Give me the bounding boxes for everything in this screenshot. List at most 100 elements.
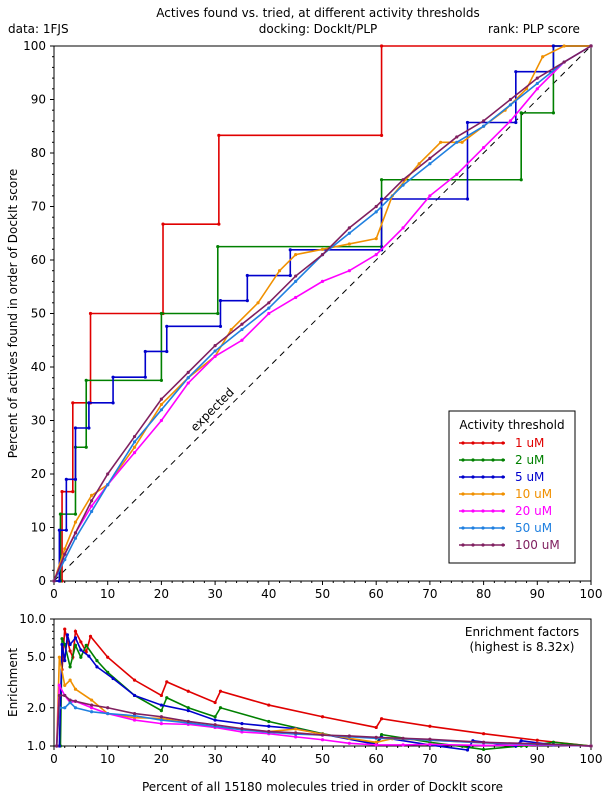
series-point <box>73 512 78 516</box>
series-point <box>165 324 169 328</box>
series-point <box>240 322 244 326</box>
series-point <box>71 490 75 494</box>
enrichment-series-line-1 <box>59 638 592 751</box>
enrichment-series-point <box>111 676 115 681</box>
enrichment-series-point <box>84 643 88 647</box>
enrichment-series-point <box>68 700 72 705</box>
series-point <box>589 44 593 48</box>
series-point <box>240 327 244 332</box>
series-point <box>229 327 233 332</box>
enrichment-series-point <box>267 719 271 724</box>
x-tick-label: 30 <box>207 587 222 601</box>
x-tick-label: 0 <box>50 587 58 601</box>
series-point <box>379 133 384 137</box>
enrichment-series-point <box>401 736 405 740</box>
series-point <box>482 119 486 123</box>
series-point <box>159 378 163 382</box>
series-point <box>374 237 378 241</box>
series-point <box>514 120 518 125</box>
enrichment-series-point <box>551 740 556 744</box>
legend-swatch-dot <box>481 543 485 547</box>
expected-diagonal <box>53 45 592 582</box>
legend-swatch-dot <box>481 526 485 530</box>
series-point <box>216 245 220 249</box>
enrichment-series-point <box>73 706 78 710</box>
enrichment-series-point <box>267 724 271 728</box>
series-point <box>111 401 115 405</box>
series-point <box>379 44 384 48</box>
series-point <box>89 509 94 514</box>
enrichment-series-point <box>482 740 486 744</box>
enrichment-series-point <box>132 714 137 718</box>
series-point <box>217 133 221 137</box>
series-point <box>165 349 169 354</box>
enrichment-series-point <box>186 689 190 693</box>
legend-swatch-dot <box>491 526 495 530</box>
legend-box <box>448 410 576 564</box>
legend-swatch-dot <box>491 492 495 496</box>
legend-swatch-dot <box>471 526 475 530</box>
series-point <box>84 378 88 382</box>
series-point <box>401 178 405 182</box>
enrichment-series-point <box>63 693 67 698</box>
enrichment-series-point <box>79 640 83 644</box>
series-point <box>132 440 137 444</box>
series-point <box>240 338 244 342</box>
series-point <box>294 295 298 300</box>
series-point <box>213 354 217 358</box>
series-point <box>216 311 220 316</box>
y-tick-label: 70 <box>31 200 46 214</box>
series-point <box>58 512 63 516</box>
x-tick-label: 70 <box>422 587 437 601</box>
series-point <box>294 279 298 283</box>
legend-swatch-dot <box>471 458 475 462</box>
legend-swatch-dot <box>501 543 505 547</box>
series-point <box>535 76 539 80</box>
x-tick-label: 90 <box>530 752 545 766</box>
series-point <box>245 273 249 278</box>
enrichment-series-point <box>165 680 169 684</box>
enrichment-series-point <box>88 634 93 638</box>
enrichment-series-point <box>63 659 67 663</box>
series-point <box>213 349 217 353</box>
series-point <box>288 273 292 278</box>
series-point <box>347 231 351 235</box>
enrichment-series-point <box>320 738 325 742</box>
series-point <box>218 299 223 303</box>
rank-label: rank: PLP score <box>488 22 580 36</box>
legend-swatch-dot <box>471 509 475 513</box>
enrichment-series-point <box>87 654 91 658</box>
series-point <box>161 222 165 226</box>
enrichment-series-point <box>213 723 217 727</box>
legend-swatch-dot <box>491 441 495 445</box>
series-point <box>541 55 545 59</box>
y-tick-label: 10 <box>31 521 46 535</box>
x-tick-label: 10 <box>100 752 115 766</box>
enrichment-series-point <box>374 743 378 747</box>
enrichment-series-point <box>240 727 244 731</box>
series-point <box>277 269 282 273</box>
series-point <box>460 140 464 144</box>
series-point <box>143 349 147 354</box>
series-point <box>186 370 190 374</box>
series-point <box>132 434 137 439</box>
enrichment-series-point <box>106 706 110 710</box>
y-tick-label: 0 <box>38 574 46 588</box>
x-tick-label: 0 <box>50 752 58 766</box>
y-tick-label: 100 <box>23 39 46 53</box>
enrichment-series-point <box>73 629 78 633</box>
enrichment-series-point <box>213 700 217 705</box>
enrichment-series-point <box>320 715 325 719</box>
legend-swatch-dot <box>461 475 465 479</box>
legend-swatch-dot <box>481 458 485 462</box>
legend-swatch-dot <box>481 492 485 496</box>
series-point <box>143 375 147 379</box>
x-tick-label: 30 <box>207 752 222 766</box>
enrichment-series-point <box>68 649 72 653</box>
enrichment-series-point <box>106 711 110 716</box>
series-point <box>455 172 459 176</box>
series-point <box>73 536 78 540</box>
series-point <box>320 247 325 251</box>
legend-entry: 5 uM <box>515 470 544 484</box>
legend-swatch-dot <box>471 441 475 445</box>
